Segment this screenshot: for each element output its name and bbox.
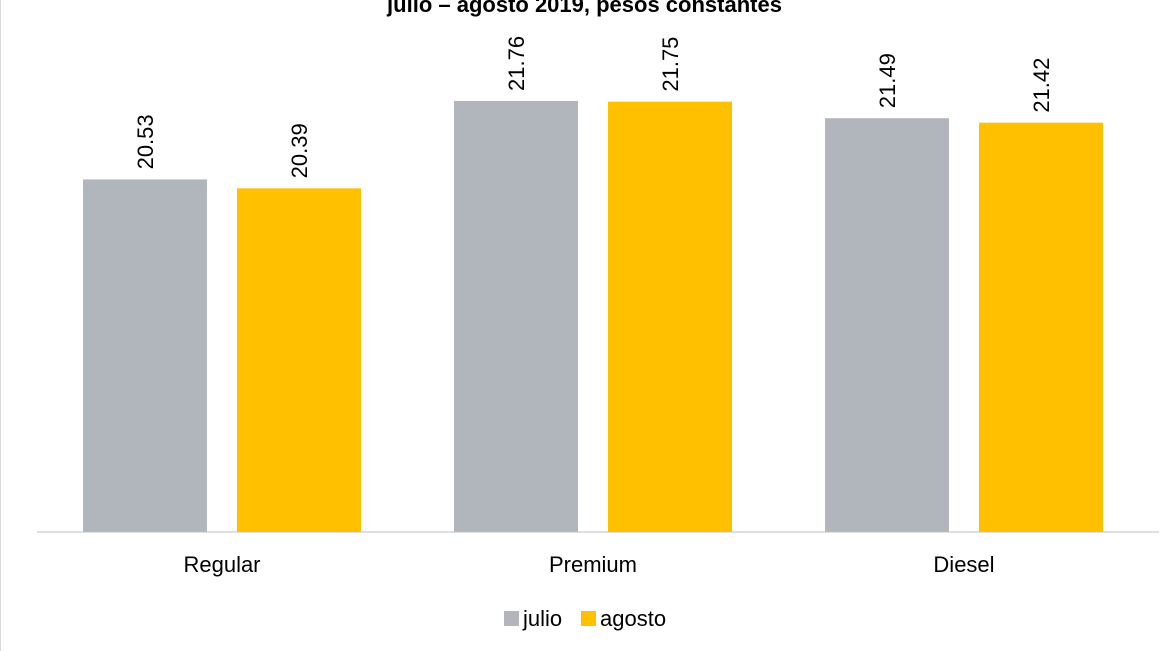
legend[interactable]: julio agosto [504, 606, 666, 631]
legend-label-julio[interactable]: julio [522, 606, 562, 631]
category-label-regular: Regular [183, 552, 260, 577]
data-label-julio-regular: 20.53 [133, 114, 158, 169]
legend-swatch-agosto[interactable] [581, 611, 596, 626]
legend-label-agosto[interactable]: agosto [600, 606, 666, 631]
data-label-julio-premium: 21.76 [504, 36, 529, 91]
bar-agosto-regular [237, 188, 361, 532]
bar-julio-regular [83, 179, 207, 532]
bar-julio-diesel [825, 118, 949, 532]
data-label-agosto-regular: 20.39 [287, 123, 312, 178]
bar-julio-premium [454, 101, 578, 532]
data-label-julio-diesel: 21.49 [875, 53, 900, 108]
data-labels-layer: 20.53 20.39 21.76 21.75 21.49 21.42 [133, 36, 1054, 178]
data-label-agosto-diesel: 21.42 [1029, 58, 1054, 113]
bar-agosto-premium [608, 101, 732, 532]
category-label-diesel: Diesel [933, 552, 994, 577]
chart-title: julio – agosto 2019, pesos constantes [387, 0, 782, 17]
bars-layer [83, 101, 1103, 532]
category-labels-layer: Regular Premium Diesel [183, 552, 994, 577]
category-label-premium: Premium [549, 552, 637, 577]
data-label-agosto-premium: 21.75 [658, 37, 683, 92]
bar-agosto-diesel [979, 122, 1103, 532]
legend-swatch-julio[interactable] [504, 611, 519, 626]
